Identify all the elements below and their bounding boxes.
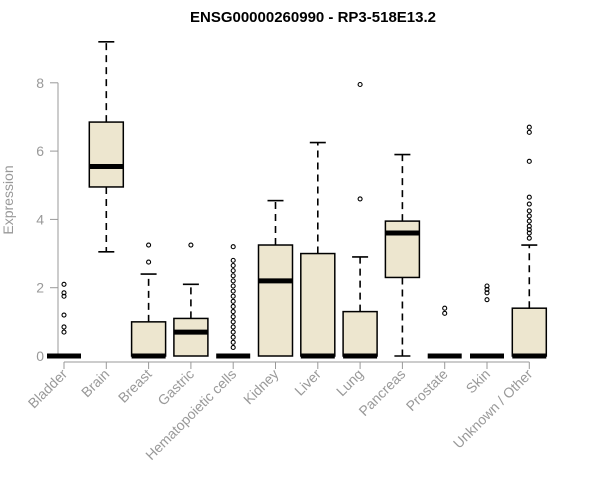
box [88,121,125,188]
outlier-point [230,273,236,279]
category-label: Brain [78,366,112,400]
outlier-point [484,283,490,289]
outlier-point [442,310,448,316]
outlier-point [230,293,236,299]
category-label: Breast [115,366,155,406]
y-axis-label: Expression [0,165,16,234]
outlier-point [230,319,236,325]
category-label: Pancreas [355,366,408,419]
outlier-point [526,158,532,164]
outlier-point [61,293,67,299]
outlier-point [61,312,67,318]
outlier-point [230,334,236,340]
category-label: Unknown / Other [450,366,536,452]
outlier-point [526,230,532,236]
outlier-point [188,242,194,248]
category-label: Liver [291,366,324,399]
outlier-point [61,324,67,330]
category-label: Skin [463,366,494,397]
outlier-point [230,283,236,289]
outlier-point [526,201,532,207]
category-label: Lung [333,366,366,399]
box [511,307,548,357]
outlier-point [526,213,532,219]
outlier-point [357,196,363,202]
outlier-point [526,194,532,200]
outlier-point [230,309,236,315]
outlier-point [61,329,67,335]
outlier-point [146,242,152,248]
category-label: Bladder [25,366,71,412]
box [384,220,421,279]
category-label: Kidney [240,366,282,408]
outlier-point [61,281,67,287]
outlier-point [526,124,532,130]
outlier-point [230,257,236,263]
outlier-point [484,286,490,292]
outlier-point [230,303,236,310]
outlier-point [230,298,236,304]
box [257,244,294,357]
box [173,317,209,357]
outlier-point [230,288,236,294]
outlier-point [526,227,532,233]
y-tick-label: 4 [36,211,44,227]
outlier-point [230,344,236,351]
outlier-point [230,324,236,330]
outlier-point [230,262,236,269]
outlier-point [61,290,67,296]
y-tick-label: 6 [36,143,44,159]
outlier-point [230,314,236,320]
outlier-point [526,218,532,224]
outlier-point [526,235,532,241]
outlier-point [230,339,236,345]
outlier-point [230,244,236,250]
outlier-point [484,297,490,303]
box [300,252,336,357]
outlier-point [230,278,236,284]
box [342,310,378,357]
outlier-point [230,329,236,335]
outlier-point [230,268,236,274]
chart-title: ENSG00000260990 - RP3-518E13.2 [190,9,436,26]
y-tick-label: 0 [36,348,44,364]
box [130,321,167,357]
y-tick-label: 2 [36,280,44,296]
outlier-point [526,223,532,229]
outlier-point [357,81,363,88]
outlier-point [526,129,532,135]
outlier-point [484,290,490,296]
y-tick-label: 8 [36,75,44,91]
outlier-point [442,305,448,311]
category-label: Prostate [403,366,451,414]
outlier-point [146,259,152,265]
outlier-point [526,208,532,214]
